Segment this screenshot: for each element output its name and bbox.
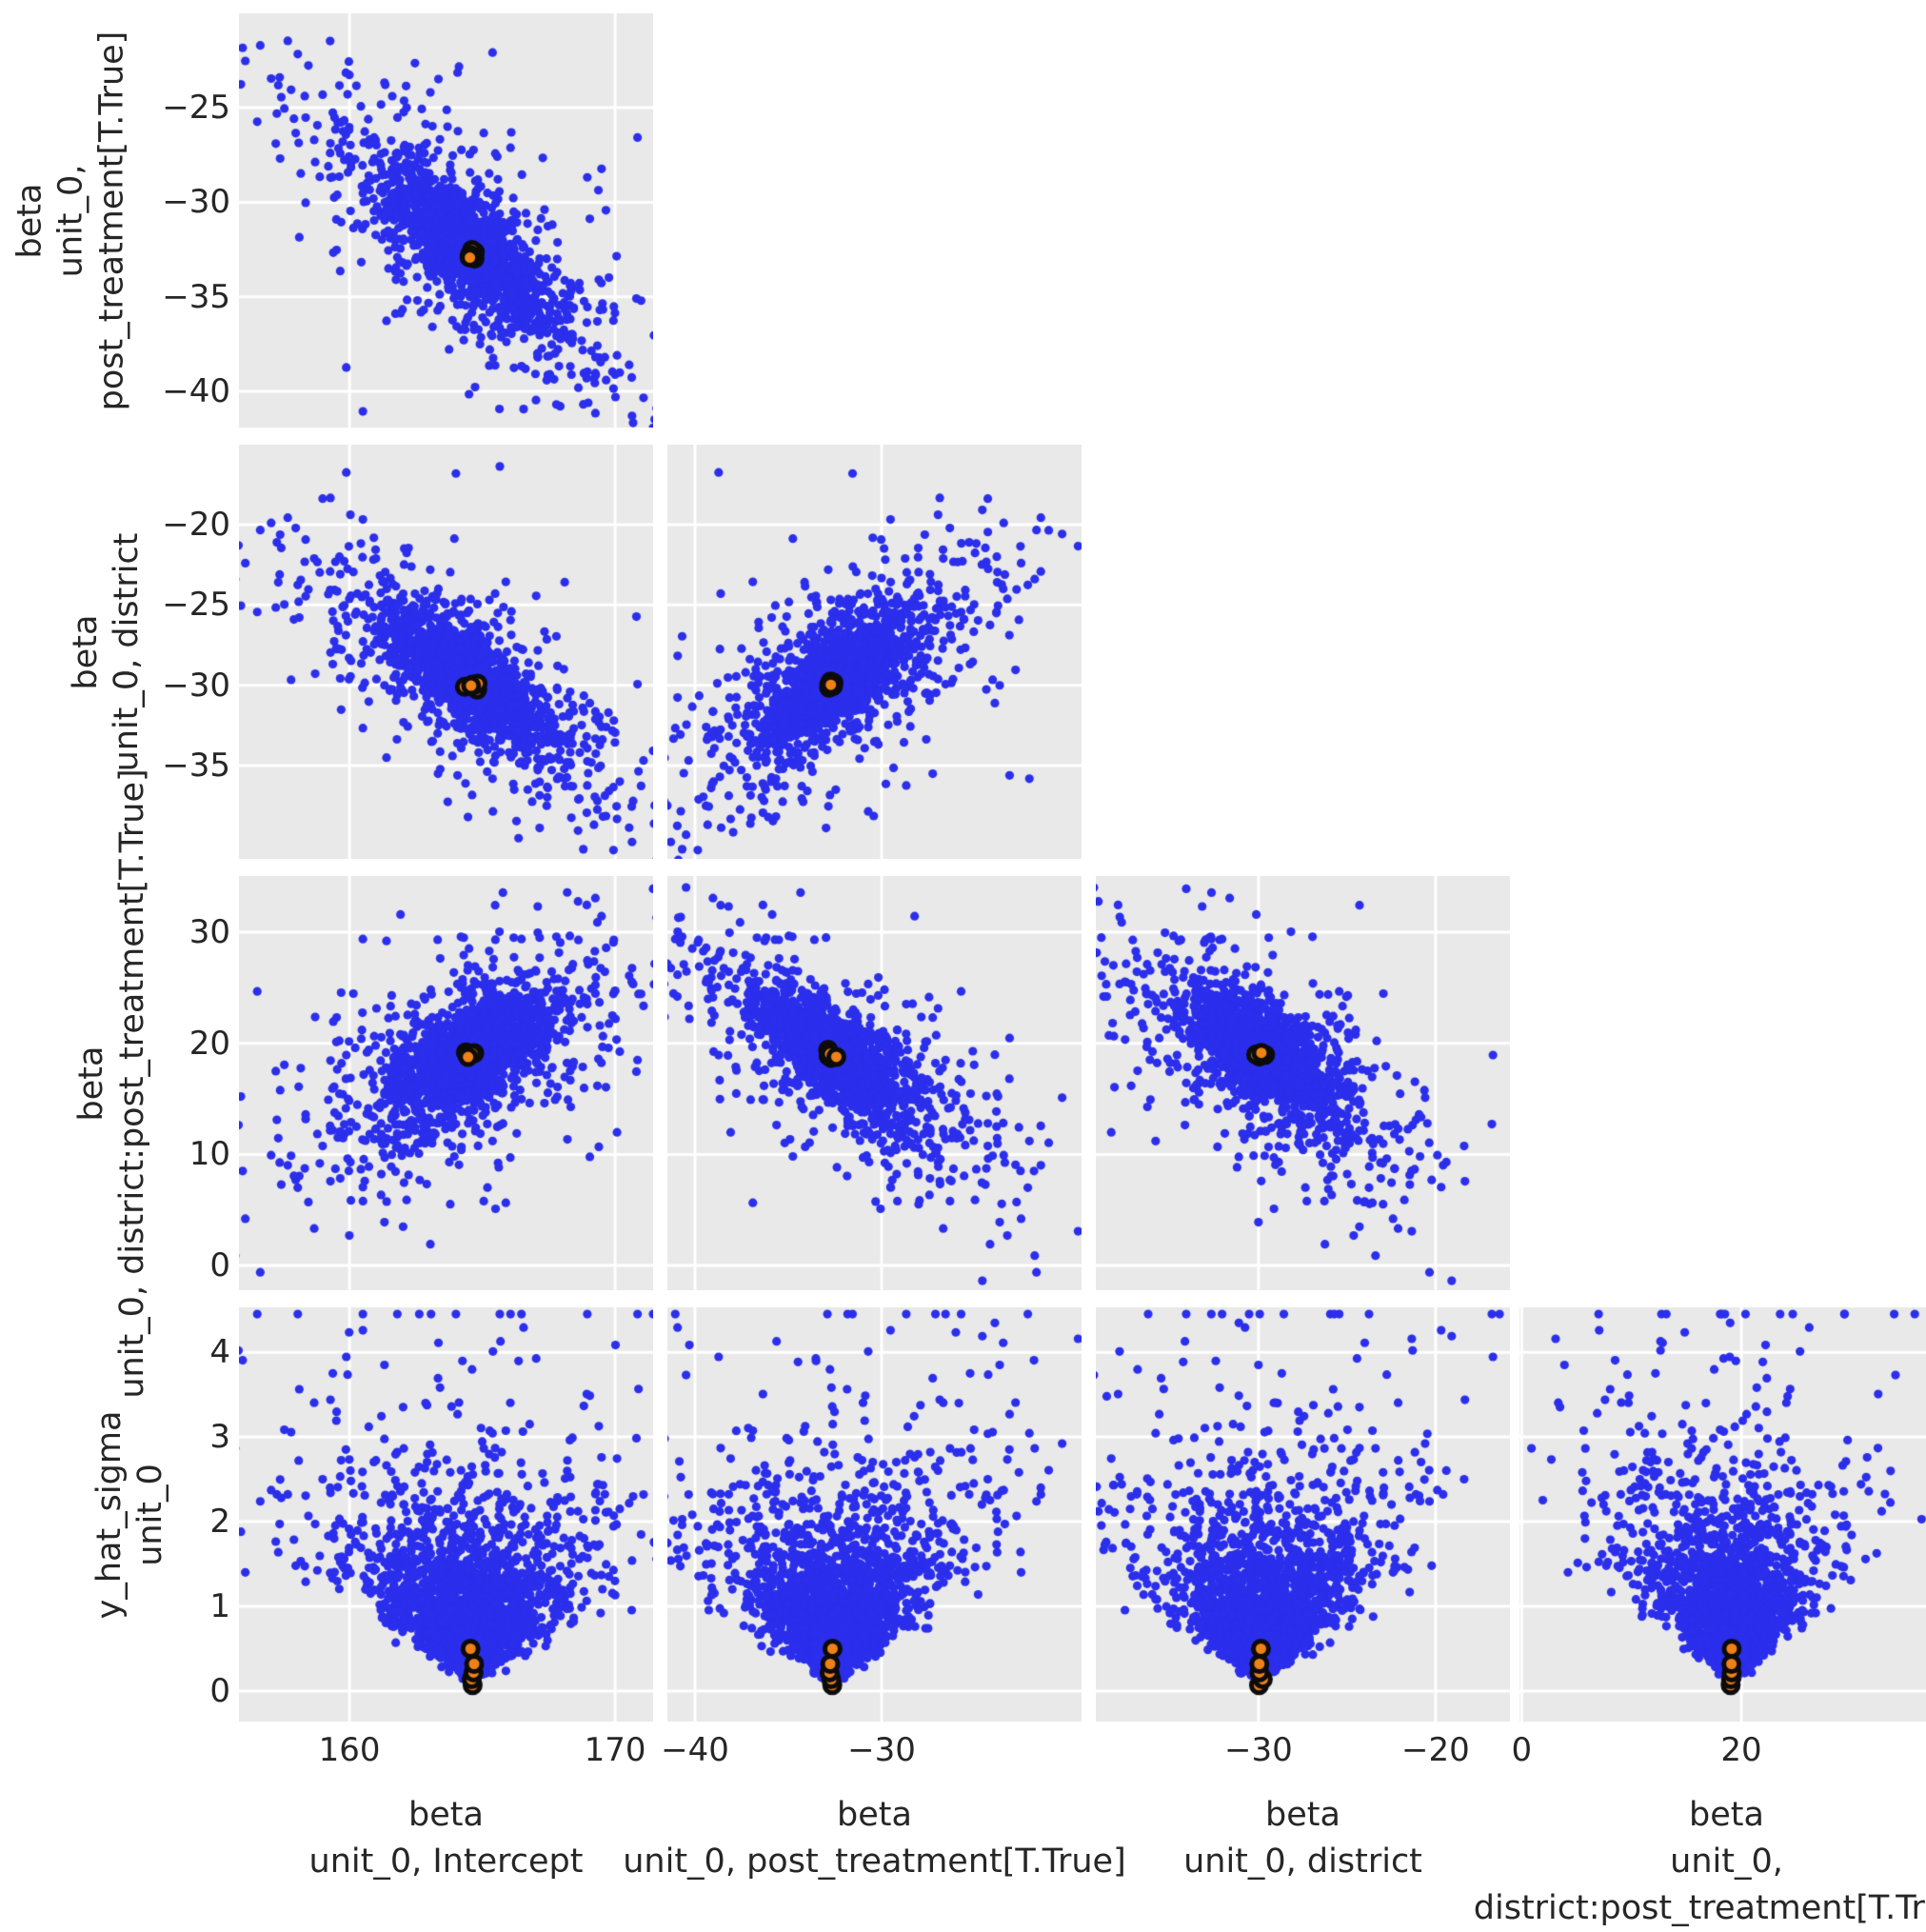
scatter-canvas-r3-c1 — [667, 1307, 1082, 1722]
scatter-panel-r3-c1 — [667, 1307, 1082, 1722]
scatter-panel-r3-c2 — [1096, 1307, 1510, 1722]
scatter-panel-r0-c0 — [239, 13, 653, 428]
y-tick-label-row1: −35 — [162, 747, 230, 786]
scatter-canvas-r2-c2 — [1096, 876, 1510, 1290]
scatter-canvas-r0-c0 — [239, 13, 653, 428]
y-tick-label-row0: −25 — [162, 89, 230, 128]
y-tick-label-row2: 20 — [189, 1024, 230, 1063]
y-tick-label-row1: −20 — [162, 505, 230, 544]
scatter-canvas-r2-c1 — [667, 876, 1082, 1290]
y-tick-label-row3: 4 — [209, 1333, 230, 1372]
y-axis-label-row1: beta unit_0, district — [67, 532, 146, 771]
x-tick-label-col2: −20 — [1400, 1731, 1470, 1769]
x-tick-label-col3: 20 — [1720, 1731, 1762, 1769]
scatter-canvas-r1-c0 — [239, 445, 653, 859]
y-tick-label-row0: −30 — [162, 183, 230, 222]
y-tick-label-row0: −35 — [162, 277, 230, 316]
y-tick-label-row0: −40 — [162, 372, 230, 411]
y-tick-label-row2: 30 — [189, 913, 230, 952]
x-axis-label-col0: beta unit_0, Intercept — [308, 1796, 584, 1881]
x-tick-label-col3: 0 — [1511, 1731, 1533, 1769]
y-tick-label-row1: −30 — [162, 666, 230, 705]
y-tick-label-row3: 2 — [209, 1503, 230, 1542]
x-axis-label-col1: beta unit_0, post_treatment[T.True] — [623, 1796, 1126, 1881]
scatter-canvas-r3-c0 — [239, 1307, 653, 1722]
scatter-panel-r2-c0 — [239, 876, 653, 1290]
y-axis-label-row3: y_hat_sigma unit_0 — [90, 1410, 169, 1619]
y-axis-label-row2: beta unit_0, district:post_treatment[T.T… — [72, 767, 151, 1399]
scatter-panel-r1-c0 — [239, 445, 653, 859]
scatter-panel-r3-c3 — [1519, 1307, 1926, 1722]
y-tick-label-row1: −25 — [162, 586, 230, 625]
scatter-panel-r2-c2 — [1096, 876, 1510, 1290]
scatter-canvas-r3-c2 — [1096, 1307, 1510, 1722]
x-tick-label-col0: 170 — [584, 1731, 646, 1769]
x-axis-label-col2: beta unit_0, district — [1183, 1796, 1422, 1881]
x-tick-label-col2: −30 — [1224, 1731, 1293, 1769]
y-tick-label-row2: 10 — [189, 1135, 230, 1174]
scatter-panel-r3-c0 — [239, 1307, 653, 1722]
scatter-canvas-r3-c3 — [1519, 1307, 1926, 1722]
y-tick-label-row3: 3 — [209, 1418, 230, 1457]
y-axis-label-row0: beta unit_0, post_treatment[T.True] — [10, 30, 131, 410]
scatter-panel-r1-c1 — [667, 445, 1082, 859]
y-tick-label-row3: 0 — [209, 1671, 230, 1710]
scatter-panel-r2-c1 — [667, 876, 1082, 1290]
x-axis-label-col3: beta unit_0, district:post_treatment[T.T… — [1473, 1796, 1926, 1927]
x-tick-label-col0: 160 — [318, 1731, 381, 1769]
scatter-canvas-r2-c0 — [239, 876, 653, 1290]
scatter-canvas-r1-c1 — [667, 445, 1082, 859]
x-tick-label-col1: −30 — [847, 1731, 916, 1769]
x-tick-label-col1: −40 — [661, 1731, 729, 1769]
y-tick-label-row3: 1 — [209, 1587, 230, 1626]
y-tick-label-row2: 0 — [209, 1246, 230, 1285]
